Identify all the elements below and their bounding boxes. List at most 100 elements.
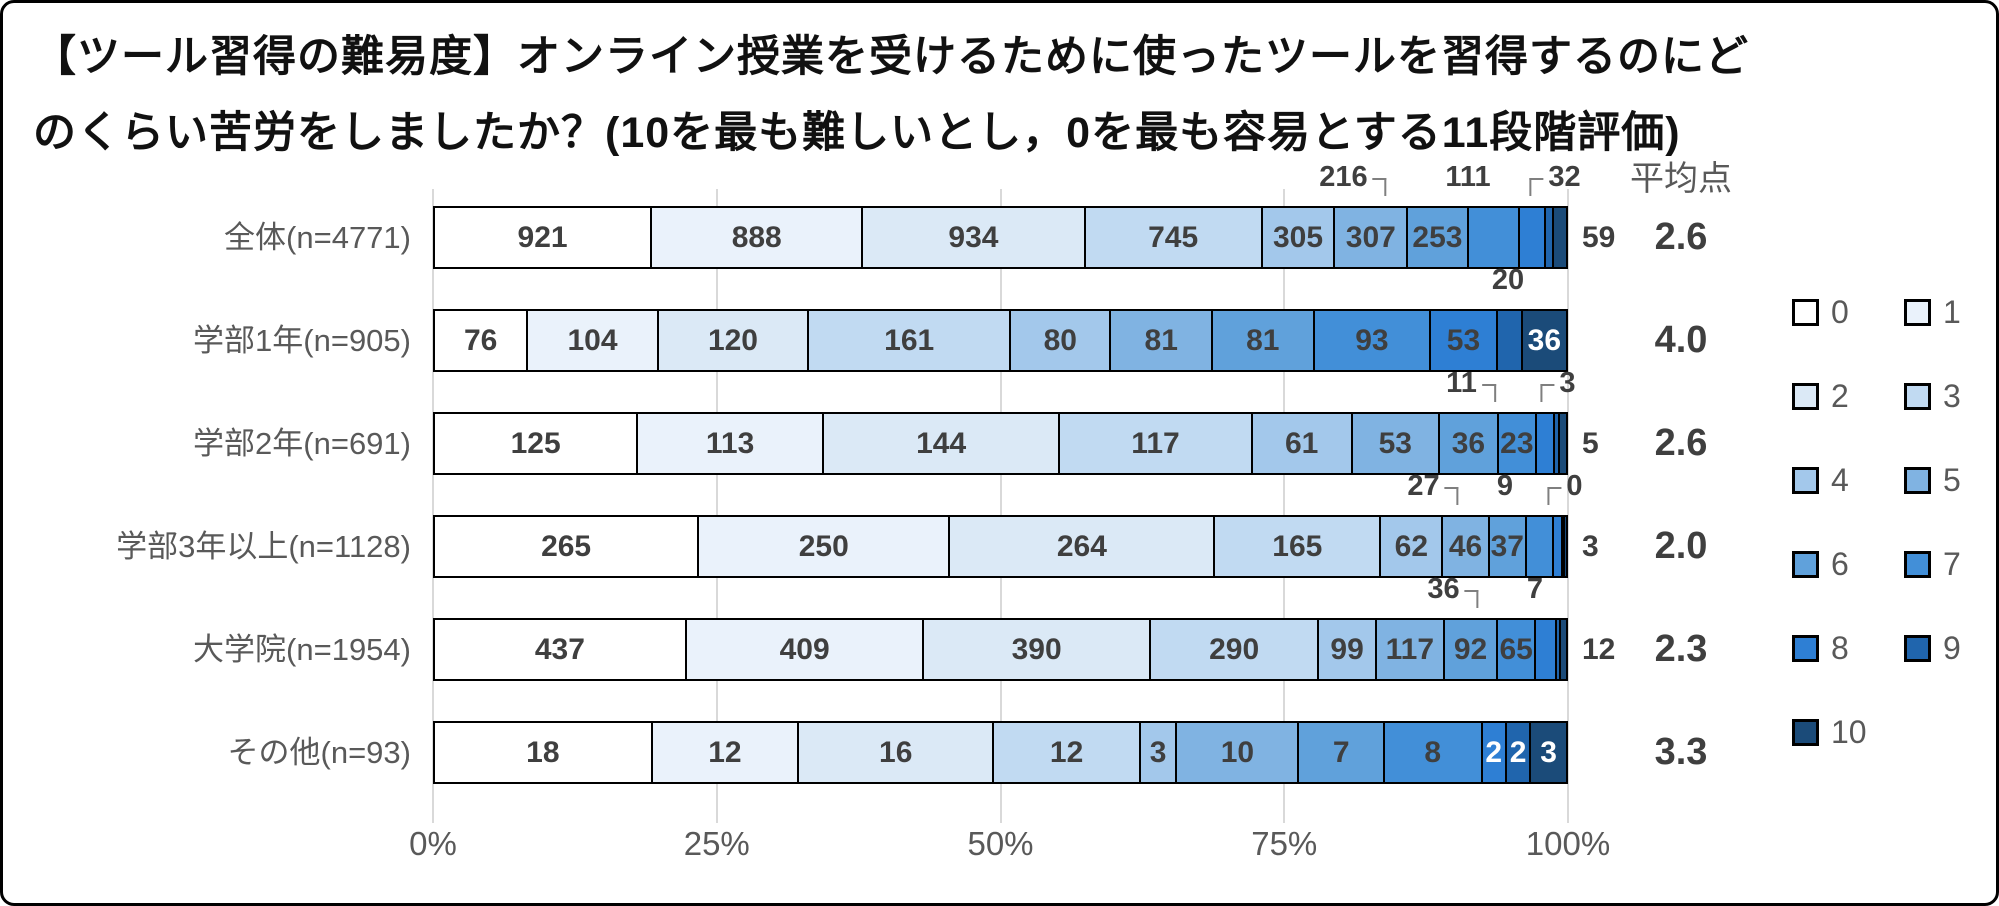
bar-segment-cat1: 409 [686,618,925,681]
bar-segment-cat10 [1560,618,1568,681]
segment-value-label: 61 [1285,426,1319,460]
segment-value-label: 3 [1540,735,1557,769]
bar-segment-cat6: 37 [1489,515,1527,578]
callout-value-label: 36 [1427,573,1479,608]
callout-value-text: 11 [1446,367,1477,399]
segment-value-label: 437 [534,632,585,666]
bar-segment-cat7: 23 [1498,412,1537,475]
callout-value-text: 20 [1491,264,1525,296]
segment-value-label: 18 [526,735,560,769]
bar-segment-cat5: 53 [1352,412,1440,475]
bar-segment-cat5: 46 [1443,515,1490,578]
x-axis-tick: 100% [1525,825,1611,862]
callout-value-label: 27 [1407,470,1459,505]
mean-value: 4.0 [1654,319,1708,361]
segment-value-label: 265 [541,529,592,563]
segment-value-label: 7 [1332,735,1350,769]
segment-value-label: 264 [1056,529,1107,563]
leader-line [1529,178,1544,196]
chart-row: 学部1年(n=905) 20 76 104 120 161 80 81 81 93 53 36 4.0 [3,264,1996,372]
outside-value-label: 5 [1582,427,1599,460]
segment-value-label: 307 [1345,220,1396,254]
gridline-3 [1283,189,1286,823]
bar-segment-cat3: 290 [1150,618,1320,681]
segment-value-label: 2 [1509,735,1527,769]
legend-swatch [1792,298,1819,326]
mean-value: 2.0 [1654,525,1708,567]
segment-value-label: 12 [708,735,742,769]
legend-item-9: 9 [1904,632,1961,664]
bar-segment-cat8: 2 [1482,721,1507,784]
chart-row: 学部2年(n=691) 11 3 5 125 113 144 117 61 53 36 23 2.6 [3,367,1996,475]
segment-value-label: 745 [1148,220,1199,254]
bar-segment-cat2: 934 [863,206,1086,269]
segment-value-label: 250 [798,529,849,563]
bar-segment-cat1: 250 [699,515,951,578]
legend-label: 8 [1831,630,1849,666]
legend-label: 5 [1943,462,1961,498]
chart-row: その他(n=93) 18 12 16 12 3 10 7 8 2 2 3 3.3 [3,721,1996,784]
gridline-4 [1567,189,1569,823]
callout-value-label: 9 [1497,470,1513,503]
callout-value-label: 20 [1492,264,1524,297]
bar-segment-cat4: 62 [1381,515,1444,578]
legend-swatch [1904,550,1931,578]
stacked-bar: 437 409 390 290 99 117 92 65 [433,618,1568,681]
bar-segment-cat8 [1519,206,1547,269]
bar-segment-cat5: 117 [1376,618,1445,681]
gridline-2 [999,189,1002,823]
bar-segment-cat2: 390 [924,618,1151,681]
legend-item-1: 1 [1904,296,1961,328]
segment-value-label: 16 [879,735,913,769]
segment-value-label: 65 [1499,632,1533,666]
outside-value-label: 3 [1582,530,1599,563]
bar-segment-cat10 [1564,515,1568,578]
callout-value-label: 32 [1529,161,1581,196]
segment-value-label: 53 [1446,323,1481,357]
callout-value-text: 3 [1559,367,1576,399]
callout-value-text: 216 [1319,161,1368,193]
chart-row: 全体(n=4771) 216 111 32 59 921 888 934 745 305 307 25… [3,161,1996,269]
bar-segment-cat4: 305 [1262,206,1336,269]
legend-label: 1 [1943,294,1961,330]
bar-segment-cat2: 16 [799,721,995,784]
bar-segment-cat0: 76 [433,309,529,372]
bar-segment-cat7: 93 [1314,309,1432,372]
leader-line [1372,178,1387,196]
legend-label: 9 [1943,630,1961,666]
legend-label: 7 [1943,546,1961,582]
stacked-bar: 76 104 120 161 80 81 81 93 53 36 [433,309,1568,372]
row-label: その他(n=93) [227,735,411,770]
bar-segment-cat6: 36 [1439,412,1499,475]
callout-value-text: 36 [1427,573,1460,605]
legend-swatch [1792,718,1819,746]
legend-item-4: 4 [1792,464,1849,496]
segment-value-label: 10 [1220,735,1255,769]
bar-segment-cat10: 3 [1531,721,1568,784]
bar-segment-cat6: 81 [1213,309,1315,372]
legend-item-7: 7 [1904,548,1961,580]
bar-segment-cat10 [1553,206,1568,269]
segment-value-label: 888 [731,220,782,254]
segment-value-label: 165 [1272,529,1323,563]
bar-segment-cat4: 3 [1140,721,1178,784]
segment-value-label: 113 [705,426,755,460]
legend-label: 10 [1831,714,1867,750]
row-label: 学部2年(n=691) [193,426,411,461]
x-axis-tick: 25% [683,825,750,862]
segment-value-label: 46 [1448,529,1483,563]
stacked-bar: 921 888 934 745 305 307 253 [433,206,1568,269]
segment-value-label: 8 [1424,735,1442,769]
bar-segment-cat3: 165 [1215,515,1382,578]
segment-value-label: 92 [1453,632,1488,666]
bar-segment-cat6: 7 [1299,721,1385,784]
bar-segment-cat7: 8 [1384,721,1483,784]
bar-segment-cat0: 437 [433,618,687,681]
segment-value-label: 53 [1378,426,1412,460]
bar-segment-cat6: 253 [1408,206,1469,269]
segment-value-label: 2 [1485,735,1503,769]
chart-title-line1: 【ツール習得の難易度】オンライン授業を受けるために使ったツールを習得するのにど [33,33,1749,81]
segment-value-label: 934 [948,220,999,254]
segment-value-label: 36 [1451,426,1486,460]
stacked-bar: 125 113 144 117 61 53 36 23 [433,412,1568,475]
